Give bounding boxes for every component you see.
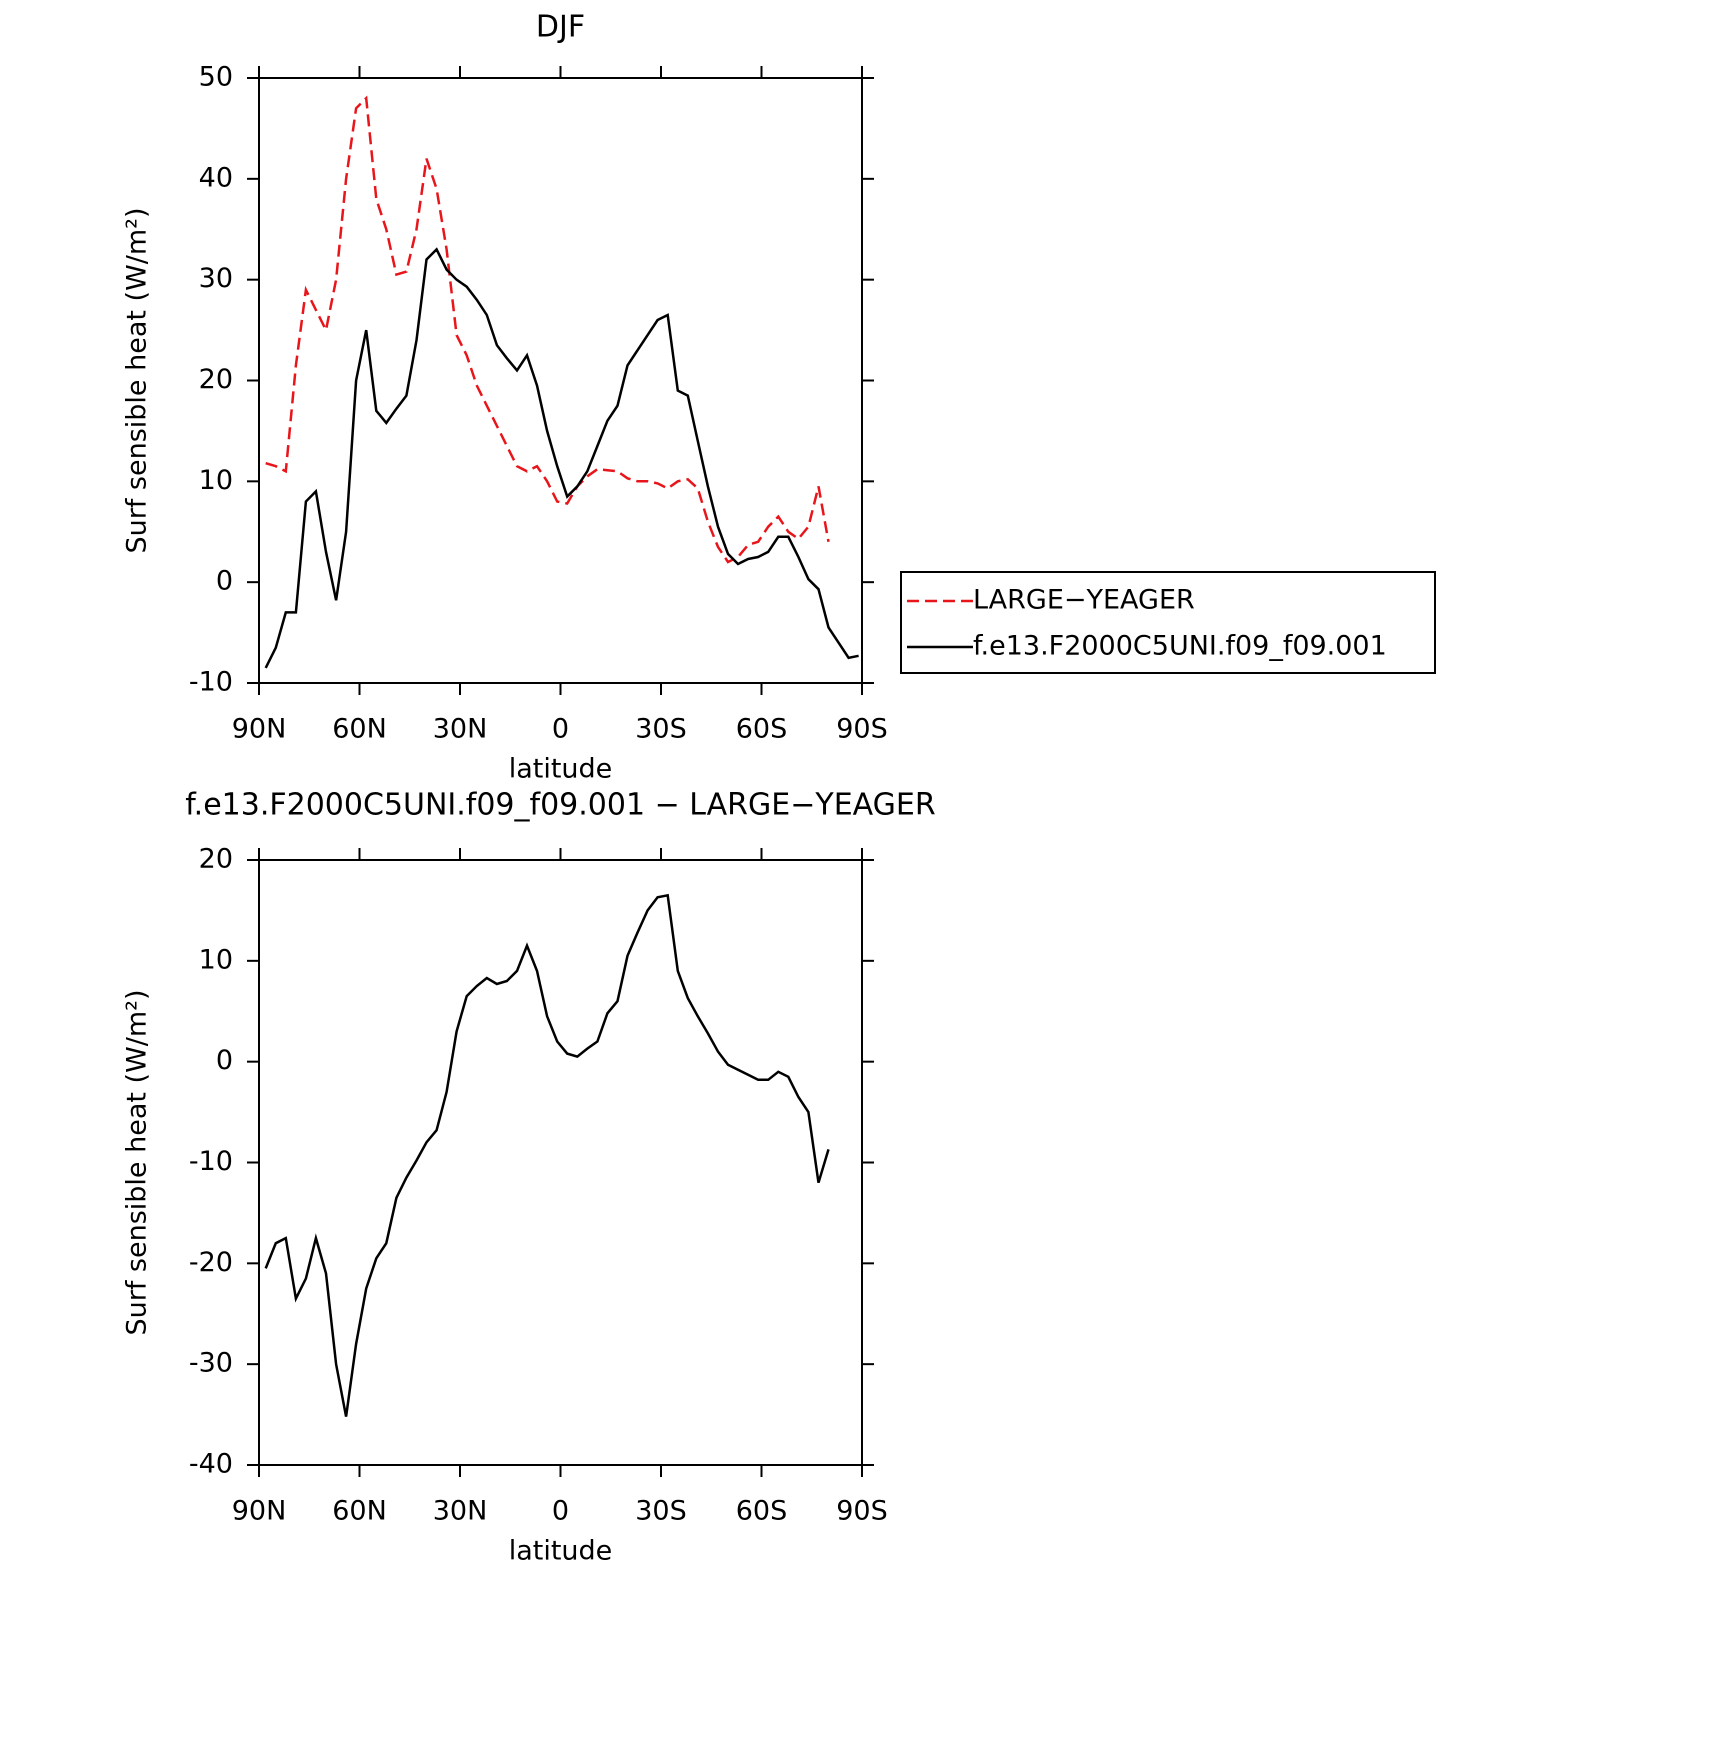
- y-tick-label: 30: [199, 263, 233, 294]
- y-tick-label: 10: [199, 465, 233, 496]
- chart-title: DJF: [536, 10, 585, 45]
- legend-label: f.e13.F2000C5UNI.f09_f09.001: [973, 631, 1387, 662]
- y-tick-label: -10: [189, 1146, 233, 1177]
- x-tick-label: 60S: [736, 714, 788, 745]
- y-tick-label: 20: [199, 844, 233, 875]
- y-tick-label: 40: [199, 162, 233, 193]
- x-tick-label: 60N: [332, 1496, 387, 1527]
- y-tick-label: -30: [189, 1348, 233, 1379]
- x-axis-label: latitude: [509, 754, 613, 785]
- y-tick-label: 0: [216, 566, 233, 597]
- y-axis-label: Surf sensible heat (W/m²): [122, 989, 153, 1335]
- x-tick-label: 30S: [635, 714, 687, 745]
- plot-frame: [258, 859, 863, 1466]
- x-tick-label: 90S: [836, 1496, 888, 1527]
- x-tick-label: 90N: [232, 714, 287, 745]
- legend-label: LARGE−YEAGER: [973, 585, 1195, 616]
- y-tick-label: 50: [199, 62, 233, 93]
- x-tick-label: 30N: [433, 1496, 488, 1527]
- data-line: [264, 247, 859, 669]
- y-tick-label: 20: [199, 364, 233, 395]
- x-tick-label: 60S: [736, 1496, 788, 1527]
- x-axis-label: latitude: [509, 1536, 613, 1567]
- data-line: [264, 893, 830, 1417]
- plot-frame: [258, 77, 863, 684]
- y-axis-label: Surf sensible heat (W/m²): [122, 207, 153, 553]
- data-line: [265, 95, 830, 564]
- y-tick-label: -40: [189, 1449, 233, 1480]
- x-tick-label: 30S: [635, 1496, 687, 1527]
- y-tick-label: -10: [189, 667, 233, 698]
- x-tick-label: 90N: [232, 1496, 287, 1527]
- chart-title: f.e13.F2000C5UNI.f09_f09.001 − LARGE−YEA…: [185, 788, 935, 823]
- y-tick-label: 0: [216, 1045, 233, 1076]
- x-tick-label: 60N: [332, 714, 387, 745]
- x-tick-label: 0: [552, 1496, 569, 1527]
- x-tick-label: 30N: [433, 714, 488, 745]
- legend-box: [900, 571, 1436, 674]
- x-tick-label: 0: [552, 714, 569, 745]
- x-tick-label: 90S: [836, 714, 888, 745]
- y-tick-label: 10: [199, 944, 233, 975]
- y-tick-label: -20: [189, 1247, 233, 1278]
